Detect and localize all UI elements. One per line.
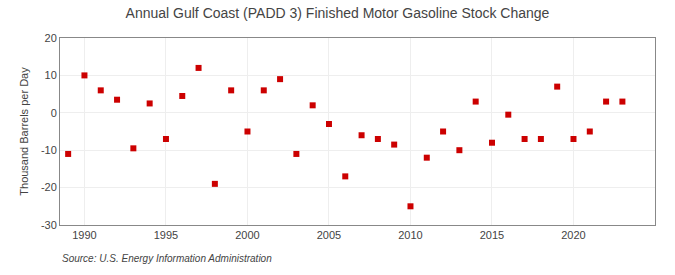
svg-text:Source: U.S. Energy Informatio: Source: U.S. Energy Information Administ… <box>62 253 272 264</box>
svg-text:2015: 2015 <box>480 229 504 241</box>
svg-text:10: 10 <box>45 69 57 81</box>
svg-text:2020: 2020 <box>561 229 585 241</box>
svg-text:0: 0 <box>51 107 57 119</box>
svg-text:Thousand Barrels per Day: Thousand Barrels per Day <box>18 67 30 196</box>
svg-text:Annual Gulf Coast (PADD 3) Fin: Annual Gulf Coast (PADD 3) Finished Moto… <box>126 5 550 21</box>
svg-text:1995: 1995 <box>154 229 178 241</box>
svg-text:-10: -10 <box>41 144 57 156</box>
svg-text:20: 20 <box>45 32 57 44</box>
svg-text:2005: 2005 <box>317 229 341 241</box>
svg-text:2000: 2000 <box>235 229 259 241</box>
svg-text:-20: -20 <box>41 181 57 193</box>
svg-text:1990: 1990 <box>72 229 96 241</box>
svg-text:2010: 2010 <box>398 229 422 241</box>
svg-text:-30: -30 <box>41 219 57 231</box>
